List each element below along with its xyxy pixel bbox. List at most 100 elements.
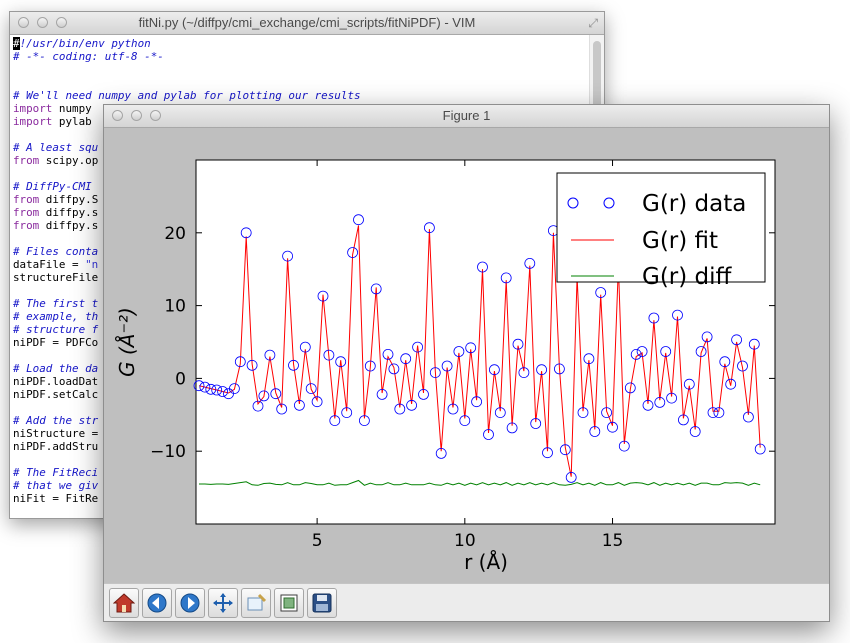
code-line <box>13 63 590 76</box>
code-token: # that we giv <box>13 479 99 492</box>
data-point <box>601 407 613 419</box>
data-point <box>441 360 453 372</box>
data-point <box>406 399 418 411</box>
data-point <box>358 415 370 427</box>
code-line: from diffpy.S <box>13 193 590 206</box>
figure-minimize-button[interactable] <box>131 110 142 121</box>
data-point <box>293 399 305 411</box>
data-point <box>553 363 565 375</box>
code-token: niPDF.addStru <box>13 440 99 453</box>
minimize-button[interactable] <box>37 17 48 28</box>
data-point <box>477 261 488 273</box>
zoom-button-toolbar[interactable] <box>241 587 271 618</box>
data-point <box>483 429 494 440</box>
data-point <box>683 378 695 390</box>
code-line: niPDF.loadDat <box>13 375 590 388</box>
figure-window-title: Figure 1 <box>442 108 491 123</box>
code-token: # Add the str <box>13 414 99 427</box>
code-line: structureFile <box>13 271 590 284</box>
data-point <box>689 426 701 437</box>
data-point <box>672 309 683 321</box>
code-line: # Add the str <box>13 414 590 427</box>
figure-canvas[interactable]: 5 10 15 −10 0 10 20 G (Å⁻²) r (Å) G(r) data G(… <box>104 128 829 583</box>
x-tick-label: 15 <box>602 531 624 551</box>
data-point <box>471 396 483 408</box>
data-point <box>630 348 642 360</box>
code-token: from <box>13 219 40 232</box>
data-point <box>347 247 359 258</box>
data-point <box>447 403 459 415</box>
forward-arrow-icon <box>180 593 200 612</box>
fullscreen-icon[interactable]: ⤢ <box>588 16 598 30</box>
code-line: niPDF.setCalc <box>13 388 590 401</box>
data-point <box>660 346 672 357</box>
back-button[interactable] <box>142 587 172 618</box>
series-fit-line <box>198 225 761 477</box>
data-point <box>636 346 648 357</box>
data-point <box>642 399 654 411</box>
figure-window[interactable]: Figure 1 5 10 15 −10 0 10 20 G (Å⁻²) r (Å) G(r… <box>103 104 830 622</box>
code-line: # structure f <box>13 323 590 336</box>
data-point <box>205 383 217 395</box>
data-point <box>488 364 500 376</box>
code-line: # DiffPy-CMI <box>13 180 590 193</box>
zoom-button[interactable] <box>56 17 67 28</box>
data-point <box>329 415 341 427</box>
code-token: # -*- coding: utf-8 -*- <box>13 50 164 63</box>
code-line: niFit = FitRe <box>13 492 590 505</box>
data-point <box>429 367 441 379</box>
code-token: from <box>13 206 40 219</box>
code-line: # Files conta <box>13 245 590 258</box>
configure-subplots-button[interactable] <box>274 587 304 618</box>
pan-button[interactable] <box>208 587 238 618</box>
home-button[interactable] <box>109 587 139 618</box>
data-point <box>666 392 677 404</box>
data-point <box>388 363 400 375</box>
code-token: niPDF.setCalc <box>13 388 99 401</box>
series-diff-line <box>199 479 761 486</box>
data-point <box>589 426 601 437</box>
data-point <box>376 388 388 400</box>
code-line: # that we giv <box>13 479 590 492</box>
data-point <box>246 359 258 371</box>
figure-zoom-button[interactable] <box>150 110 161 121</box>
figure-close-button[interactable] <box>112 110 123 121</box>
code-token: # Files conta <box>13 245 99 258</box>
data-point <box>317 290 329 302</box>
code-token: niStructure = <box>13 427 99 440</box>
code-line: # example, th <box>13 310 590 323</box>
code-token: niPDF.loadDat <box>13 375 99 388</box>
data-point <box>353 214 364 226</box>
code-line: from scipy.op <box>13 154 590 167</box>
data-point <box>577 407 589 419</box>
code-token: "n <box>85 258 99 271</box>
forward-button[interactable] <box>175 587 205 618</box>
data-point <box>542 447 553 459</box>
code-token: diffpy.s <box>39 206 99 219</box>
vim-scrollbar-thumb[interactable] <box>593 41 601 111</box>
data-point <box>418 388 429 400</box>
data-point <box>370 283 382 295</box>
legend-label-diff: G(r) diff <box>642 264 733 290</box>
close-button[interactable] <box>18 17 29 28</box>
save-button[interactable] <box>307 587 337 618</box>
data-point <box>624 382 636 394</box>
data-point <box>536 364 548 376</box>
code-line: from diffpy.s <box>13 206 590 219</box>
code-token: # A least squ <box>13 141 99 154</box>
data-point <box>199 381 211 393</box>
data-point <box>193 380 205 392</box>
save-floppy-icon <box>312 593 332 612</box>
code-line: # We'll need numpy and pylab for plottin… <box>13 89 590 102</box>
code-editor[interactable]: #!/usr/bin/env python # -*- coding: utf-8… <box>10 35 590 518</box>
data-point <box>707 407 719 419</box>
figure-titlebar[interactable]: Figure 1 <box>104 105 829 128</box>
code-line: # The first t <box>13 297 590 310</box>
code-line: from diffpy.s <box>13 219 590 232</box>
data-point <box>494 407 506 419</box>
data-point <box>234 356 246 368</box>
code-token: # Load the da <box>13 362 99 375</box>
vim-titlebar[interactable]: fitNi.py (~/diffpy/cmi_exchange/cmi_scri… <box>10 12 604 35</box>
code-line: niPDF.addStru <box>13 440 590 453</box>
data-point <box>400 353 412 365</box>
